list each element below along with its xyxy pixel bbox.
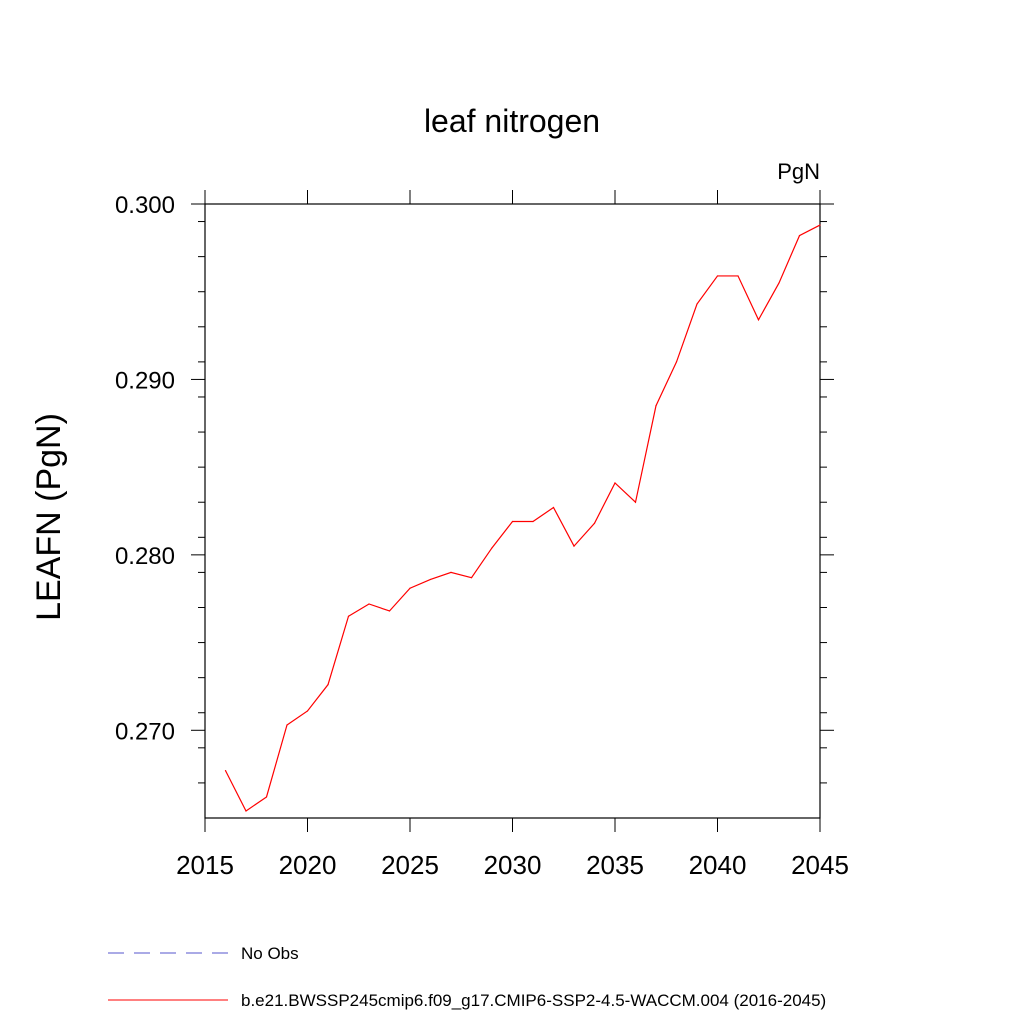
x-tick-label: 2035: [586, 850, 644, 880]
data-point: [470, 577, 473, 579]
y-axis-label: LEAFN (PgN): [30, 413, 68, 621]
units-label: PgN: [777, 159, 820, 184]
axis-ticks: [191, 190, 834, 832]
data-point: [819, 224, 821, 226]
data-point: [593, 522, 596, 524]
x-tick-label: 2045: [791, 850, 849, 880]
data-point: [798, 234, 801, 237]
series-line-0: [224, 224, 821, 812]
x-tick-label: 2020: [279, 850, 337, 880]
data-point: [491, 547, 493, 549]
plot-frame: [204, 203, 821, 819]
data-point: [265, 796, 268, 798]
data-point: [306, 710, 309, 712]
data-point: [757, 319, 760, 321]
data-point: [368, 603, 370, 605]
y-tick-label: 0.270: [115, 718, 175, 745]
y-tick-label: 0.290: [115, 367, 175, 394]
data-point: [573, 545, 575, 547]
x-tick-label: 2025: [381, 850, 439, 880]
data-point: [778, 282, 780, 284]
x-tick-label: 2040: [689, 850, 747, 880]
data-point: [532, 520, 534, 523]
data-point: [347, 615, 350, 617]
legend-label-no-obs: No Obs: [241, 944, 299, 963]
data-point: [655, 405, 657, 407]
data-point: [634, 501, 637, 503]
x-tick-label: 2030: [484, 850, 542, 880]
data-point: [716, 275, 719, 277]
y-tick-label: 0.280: [115, 543, 175, 570]
data-point: [696, 303, 698, 305]
data-point: [552, 506, 555, 509]
data-point: [409, 587, 411, 589]
x-tick-label: 2015: [176, 850, 234, 880]
chart-title: leaf nitrogen: [424, 103, 600, 139]
x-tick-labels: 2015 2020 2025 2030 2035 2040 2045: [176, 850, 849, 880]
data-point: [286, 724, 288, 726]
legend-label-model: b.e21.BWSSP245cmip6.f09_g17.CMIP6-SSP2-4…: [241, 991, 826, 1010]
data-point: [737, 275, 739, 277]
data-point: [450, 571, 452, 574]
y-tick-labels: 0.270 0.280 0.290 0.300: [115, 192, 175, 745]
legend: No Obs b.e21.BWSSP245cmip6.f09_g17.CMIP6…: [108, 944, 826, 1010]
data-point: [614, 482, 616, 484]
data-point: [388, 610, 391, 612]
data-point: [245, 810, 247, 812]
data-point: [511, 520, 514, 523]
series-group: [224, 224, 821, 812]
data-point: [429, 578, 432, 581]
data-point: [327, 684, 329, 686]
data-point: [224, 770, 227, 772]
y-tick-label: 0.300: [115, 192, 175, 219]
data-point: [675, 361, 678, 363]
